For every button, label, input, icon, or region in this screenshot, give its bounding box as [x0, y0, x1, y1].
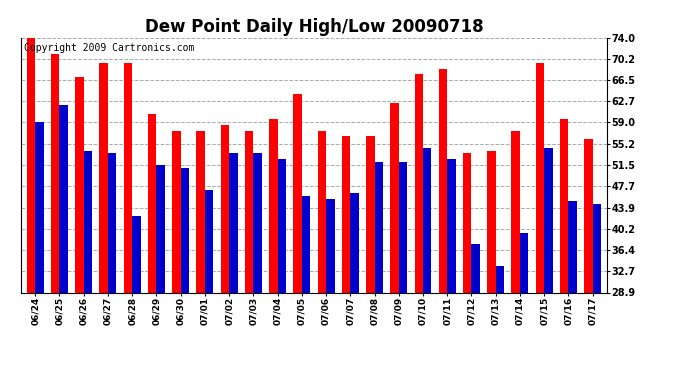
Bar — [181, 168, 189, 292]
Bar — [342, 136, 351, 292]
Bar — [83, 151, 92, 292]
Bar — [172, 131, 181, 292]
Bar — [471, 244, 480, 292]
Title: Dew Point Daily High/Low 20090718: Dew Point Daily High/Low 20090718 — [145, 18, 483, 36]
Bar — [439, 69, 447, 292]
Bar — [391, 102, 399, 292]
Bar — [366, 136, 375, 292]
Bar — [447, 159, 455, 292]
Bar — [124, 63, 132, 292]
Bar — [569, 201, 577, 292]
Bar — [205, 190, 213, 292]
Bar — [317, 131, 326, 292]
Bar — [399, 162, 407, 292]
Bar — [108, 153, 117, 292]
Bar — [463, 153, 471, 292]
Bar — [269, 120, 277, 292]
Bar — [197, 131, 205, 292]
Bar — [157, 165, 165, 292]
Bar — [51, 54, 59, 292]
Bar — [593, 204, 601, 292]
Bar — [59, 105, 68, 292]
Bar — [35, 122, 43, 292]
Bar — [487, 151, 495, 292]
Bar — [544, 148, 553, 292]
Bar — [415, 74, 423, 292]
Bar — [351, 193, 359, 292]
Bar — [375, 162, 383, 292]
Bar — [302, 196, 310, 292]
Bar — [326, 199, 335, 292]
Bar — [75, 77, 83, 292]
Bar — [511, 131, 520, 292]
Bar — [520, 232, 529, 292]
Bar — [27, 38, 35, 292]
Bar — [535, 63, 544, 292]
Bar — [253, 153, 262, 292]
Bar — [221, 125, 229, 292]
Bar — [132, 216, 141, 292]
Bar — [293, 94, 302, 292]
Bar — [495, 267, 504, 292]
Bar — [277, 159, 286, 292]
Text: Copyright 2009 Cartronics.com: Copyright 2009 Cartronics.com — [23, 43, 194, 52]
Bar — [99, 63, 108, 292]
Bar — [245, 131, 253, 292]
Bar — [229, 153, 237, 292]
Bar — [423, 148, 431, 292]
Bar — [148, 114, 157, 292]
Bar — [560, 120, 569, 292]
Bar — [584, 139, 593, 292]
